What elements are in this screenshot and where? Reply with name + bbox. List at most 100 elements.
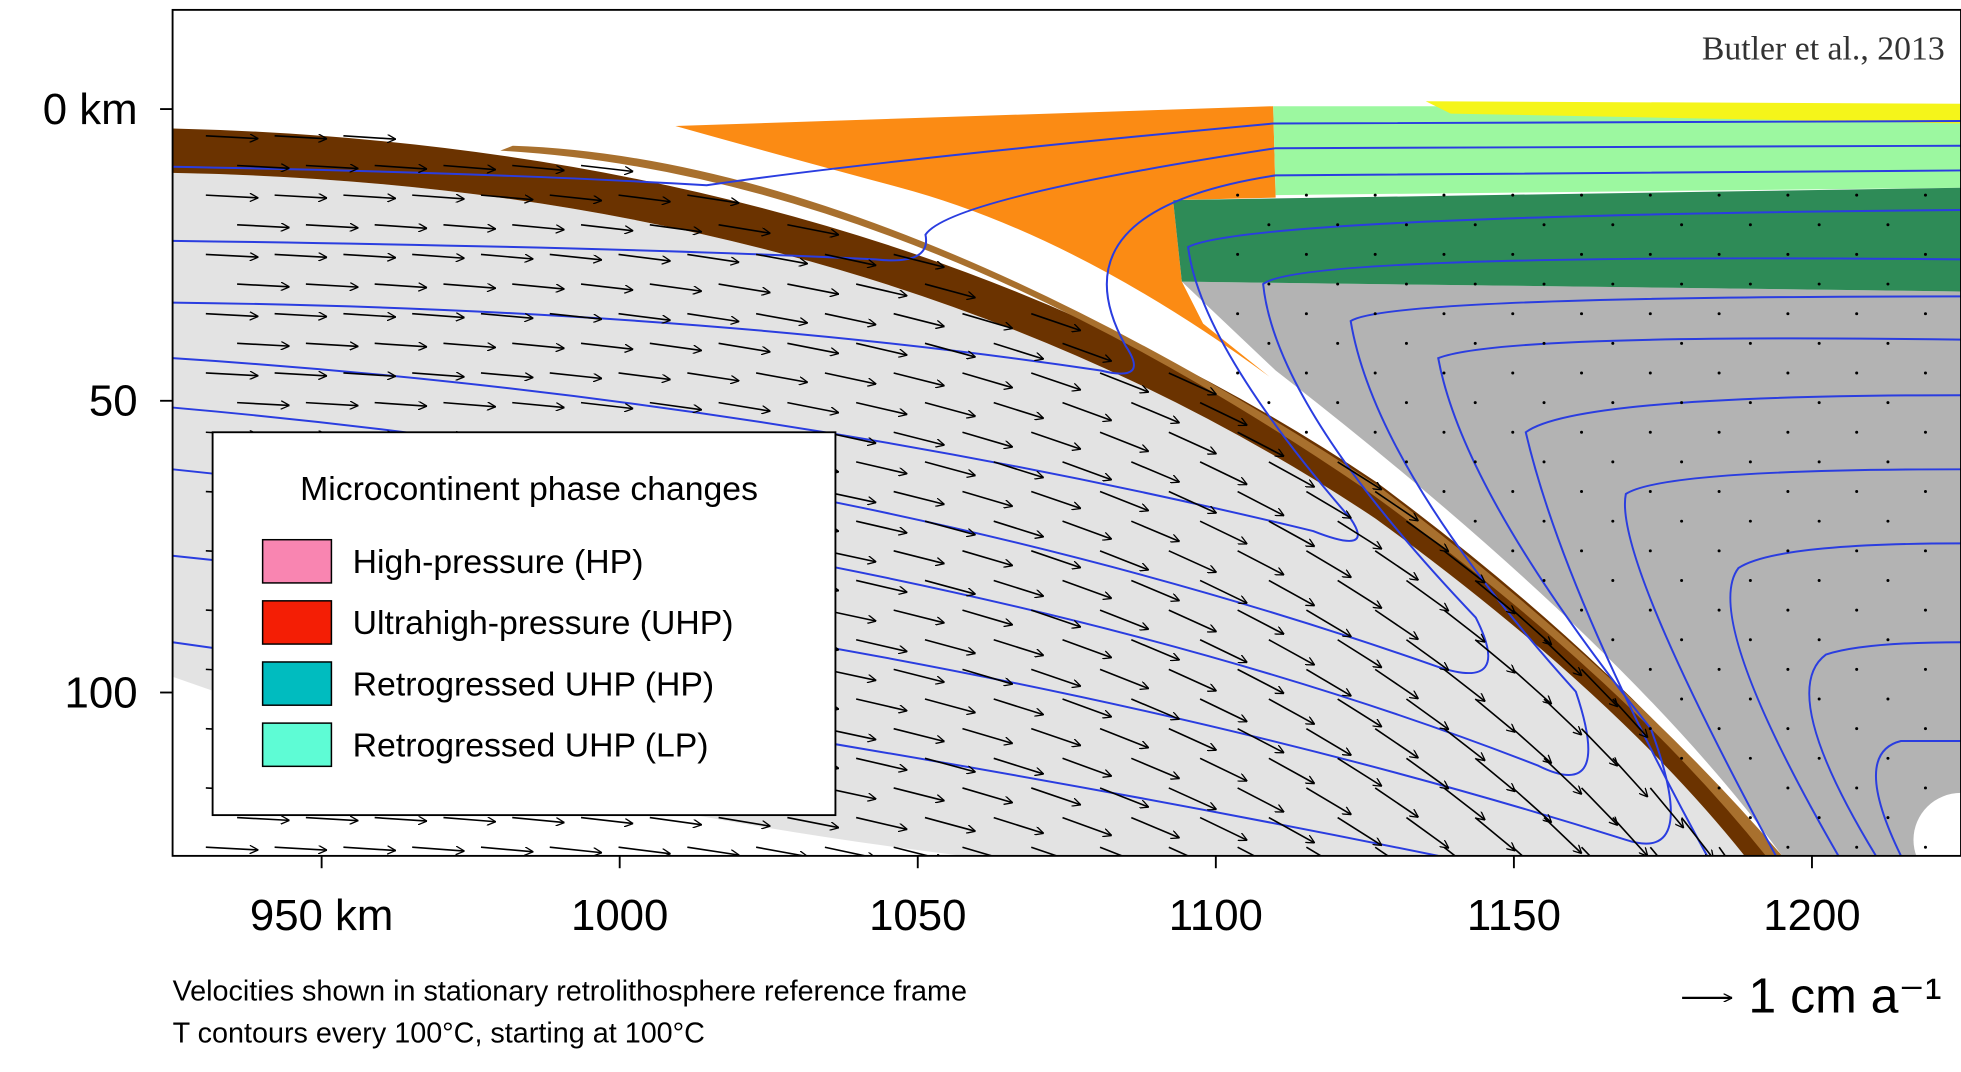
velocity-dot [1511, 252, 1515, 256]
velocity-arrow [205, 195, 258, 198]
velocity-arrow [1199, 639, 1247, 663]
velocity-arrow [893, 312, 945, 327]
velocity-arrow [1199, 816, 1247, 841]
velocity-arrow [924, 816, 976, 832]
velocity-arrow [480, 253, 533, 259]
velocity-arrow [1199, 520, 1247, 544]
velocity-arrow [824, 372, 876, 384]
velocity-arrow [480, 846, 533, 852]
velocity-arrow [1337, 639, 1382, 668]
velocity-arrow [205, 373, 258, 376]
velocity-arrow [993, 638, 1044, 656]
lower-crust [1173, 187, 1961, 292]
velocity-arrow [1062, 757, 1112, 776]
velocity-dot [1748, 460, 1752, 464]
velocity-dot [1648, 252, 1652, 256]
velocity-arrow [549, 253, 602, 260]
velocity-dot [1236, 252, 1240, 256]
legend-label: Retrogressed UHP (LP) [353, 728, 709, 765]
retro-mantle [1181, 281, 1961, 856]
velocity-dot [1786, 727, 1790, 731]
velocity-arrow [1512, 609, 1552, 645]
velocity-dot [1717, 549, 1721, 553]
velocity-dot [1886, 638, 1890, 642]
velocity-dot [1404, 223, 1408, 227]
velocity-dot [1580, 490, 1584, 494]
legend-title: Microcontinent phase changes [300, 471, 758, 508]
velocity-dot [1648, 549, 1652, 553]
velocity-dot [1748, 401, 1752, 405]
velocity-arrow [855, 698, 907, 711]
velocity-dot [1786, 549, 1790, 553]
velocity-arrow [1305, 668, 1351, 696]
velocity-arrow [480, 312, 533, 319]
velocity-dot [1680, 223, 1684, 227]
velocity-arrow [1099, 668, 1149, 688]
velocity-arrow [480, 194, 533, 200]
velocity-dot [1542, 519, 1546, 523]
velocity-dot [1542, 578, 1546, 582]
velocity-dot [1648, 193, 1652, 197]
velocity-arrow [1099, 787, 1149, 807]
x-tick-label: 1200 [1763, 892, 1860, 940]
velocity-arrow [1199, 579, 1247, 603]
velocity-arrow [549, 312, 602, 320]
source-credit: Butler et al., 2013 [1702, 30, 1945, 67]
velocity-arrow [1405, 520, 1448, 552]
velocity-dot [1717, 312, 1721, 316]
velocity-dot [1511, 549, 1515, 553]
velocity-dot [1304, 312, 1308, 316]
velocity-arrow [962, 668, 1012, 684]
velocity-arrow [1030, 372, 1081, 390]
velocity-dot [1855, 786, 1859, 790]
velocity-arrow [718, 223, 771, 234]
velocity-dot [1786, 312, 1790, 316]
velocity-arrow [1337, 757, 1382, 786]
velocity-dot [1786, 193, 1790, 197]
velocity-dot [1267, 282, 1271, 286]
velocity-arrow [924, 283, 976, 298]
velocity-dot [1817, 816, 1821, 820]
velocity-arrow [1580, 668, 1618, 706]
velocity-arrow [343, 373, 395, 376]
velocity-arrow [443, 403, 495, 407]
velocity-dot [1611, 578, 1615, 582]
velocity-dot [1304, 430, 1308, 434]
velocity-arrow [412, 254, 464, 258]
velocity-arrow [343, 314, 395, 317]
velocity-dot [1786, 252, 1790, 256]
velocity-dot [1680, 578, 1684, 582]
velocity-arrow [1168, 431, 1217, 454]
velocity-arrow [855, 638, 907, 652]
velocity-dot [1817, 460, 1821, 464]
velocity-dot [1580, 312, 1584, 316]
velocity-dot [1886, 519, 1890, 523]
velocity-arrow [618, 194, 671, 202]
velocity-arrow [274, 847, 327, 850]
velocity-dot [1748, 816, 1752, 820]
velocity-arrow [855, 579, 907, 592]
velocity-arrow [687, 253, 739, 262]
velocity-dot [1817, 519, 1821, 523]
velocity-dot [1648, 727, 1652, 731]
velocity-arrow [649, 816, 702, 825]
velocity-dot [1373, 312, 1377, 316]
velocity-arrow [343, 195, 395, 198]
velocity-arrow [893, 490, 945, 505]
velocity-dot [1236, 371, 1240, 375]
velocity-arrow [962, 727, 1012, 744]
velocity-arrow [924, 342, 976, 357]
velocity-arrow [443, 818, 495, 822]
velocity-arrow [1168, 490, 1217, 514]
velocity-dot [1611, 460, 1615, 464]
velocity-arrow [787, 401, 839, 413]
velocity-arrow [1374, 787, 1418, 817]
velocity-arrow [1443, 550, 1485, 583]
velocity-dot [1923, 845, 1927, 849]
velocity-dot [1648, 430, 1652, 434]
velocity-arrow [512, 816, 564, 823]
velocity-dot [1717, 608, 1721, 612]
velocity-dot [1855, 312, 1859, 316]
velocity-dot [1748, 578, 1752, 582]
velocity-arrow [1199, 461, 1247, 485]
